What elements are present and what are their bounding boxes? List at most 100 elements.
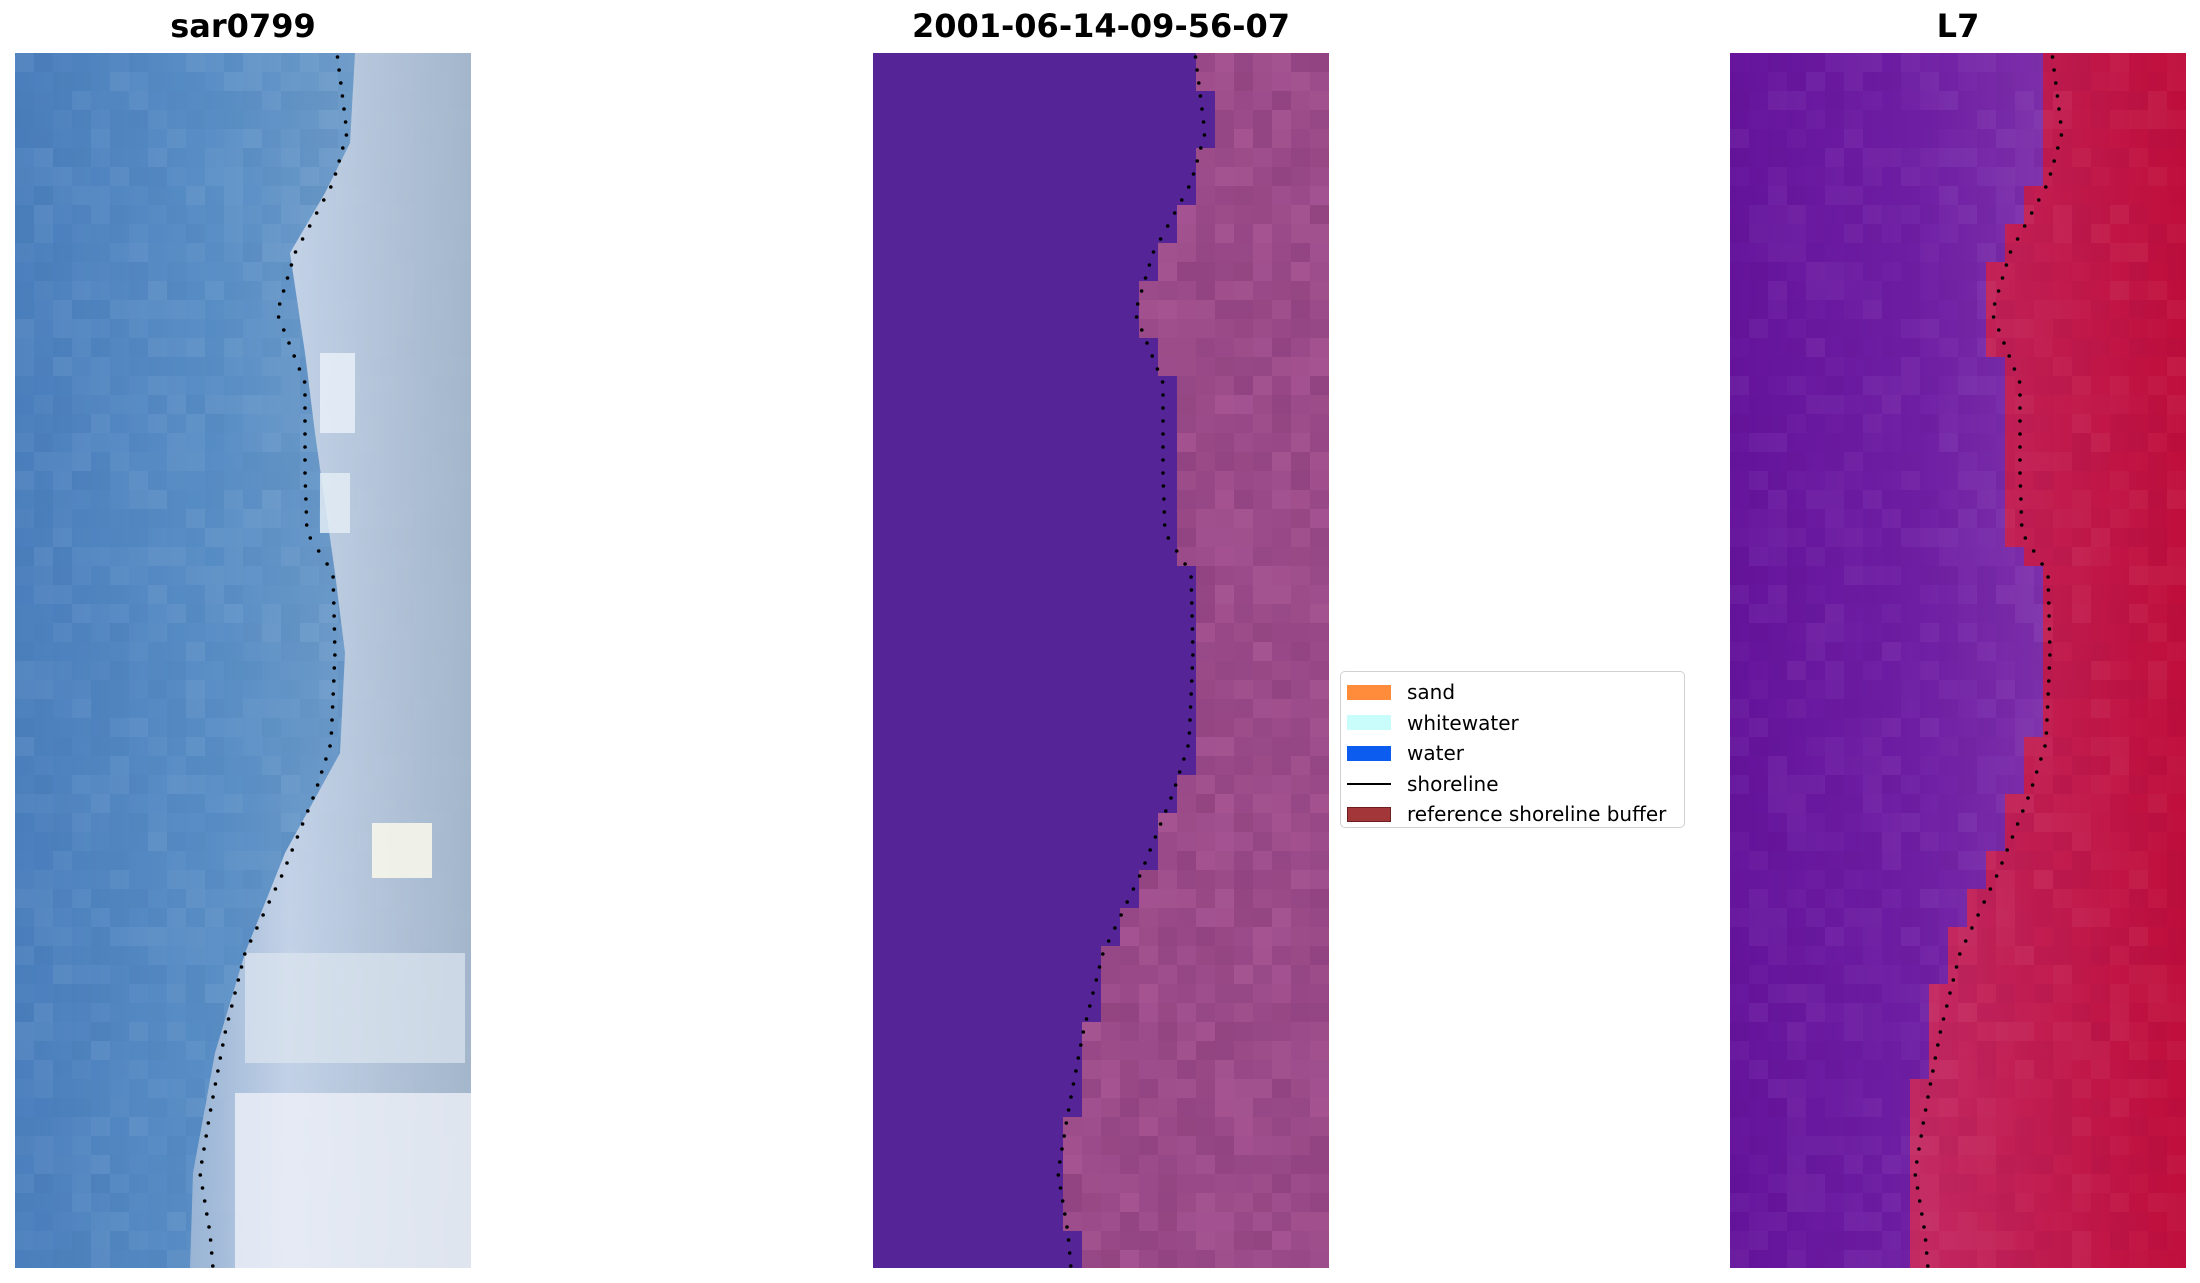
pixel-cell (53, 53, 72, 72)
pixel-cell (1272, 870, 1291, 889)
pixel-cell (2091, 281, 2110, 300)
pixel-cell (281, 661, 300, 680)
pixel-cell (186, 1079, 205, 1098)
pixel-cell (1768, 186, 1787, 205)
pixel-cell (1101, 1079, 1120, 1098)
pixel-cell (1825, 319, 1844, 338)
pixel-cell (1063, 1155, 1082, 1174)
pixel-cell (243, 205, 262, 224)
shoreline-point (273, 887, 278, 891)
pixel-cell (1787, 376, 1806, 395)
pixel-cell (1768, 281, 1787, 300)
pixel-cell (2053, 433, 2072, 452)
pixel-cell (1253, 1212, 1272, 1231)
pixel-cell (262, 718, 281, 737)
pixel-cell (1291, 129, 1310, 148)
pixel-cell (1291, 585, 1310, 604)
pixel-cell (1234, 452, 1253, 471)
pixel-cell (1310, 908, 1329, 927)
pixel-cell (1939, 813, 1958, 832)
pixel-cell (2110, 585, 2129, 604)
pixel-cell (1844, 281, 1863, 300)
pixel-cell (167, 775, 186, 794)
pixel-cell (2072, 395, 2091, 414)
pixel-cell (1939, 319, 1958, 338)
pixel-cell (1844, 908, 1863, 927)
pixel-cell (1730, 1098, 1749, 1117)
shoreline-point (2045, 705, 2050, 709)
pixel-cell (1787, 870, 1806, 889)
shoreline-point (1145, 341, 1149, 345)
pixel-cell (1787, 965, 1806, 984)
pixel-cell (2129, 1060, 2148, 1079)
pixel-cell (34, 395, 53, 414)
shoreline-point (1920, 1212, 1924, 1216)
pixel-cell (2110, 281, 2129, 300)
pixel-cell (243, 661, 262, 680)
pixel-cell (2148, 395, 2167, 414)
pixel-cell (1939, 1022, 1958, 1041)
pixel-cell (2110, 1117, 2129, 1136)
pixel-cell (91, 1250, 110, 1268)
shoreline-point (1131, 887, 1136, 891)
pixel-cell (1787, 528, 1806, 547)
pixel-cell (224, 452, 243, 471)
pixel-cell (110, 965, 129, 984)
pixel-cell (1139, 1003, 1158, 1022)
pixel-cell (1215, 1060, 1234, 1079)
pixel-cell (1939, 832, 1958, 851)
pixel-cell (262, 775, 281, 794)
pixel-cell (91, 908, 110, 927)
pixel-cell (2129, 889, 2148, 908)
pixel-cell (34, 1212, 53, 1231)
pixel-cell (1749, 243, 1768, 262)
pixel-cell (2015, 927, 2034, 946)
pixel-cell (1158, 813, 1177, 832)
pixel-cell (1901, 186, 1920, 205)
pixel-cell (2091, 1136, 2110, 1155)
pixel-cell (243, 813, 262, 832)
pixel-cell (1939, 528, 1958, 547)
pixel-cell (224, 775, 243, 794)
pixel-cell (281, 224, 300, 243)
pixel-cell (1253, 1231, 1272, 1250)
pixel-cell (1825, 1079, 1844, 1098)
pixel-cell (1996, 851, 2015, 870)
pixel-cell (1977, 1155, 1996, 1174)
pixel-cell (1882, 72, 1901, 91)
pixel-grid (1730, 53, 2186, 1268)
pixel-cell (243, 72, 262, 91)
pixel-cell (281, 91, 300, 110)
pixel-cell (1196, 680, 1215, 699)
pixel-cell (2129, 338, 2148, 357)
pixel-cell (1901, 148, 1920, 167)
pixel-cell (72, 1022, 91, 1041)
pixel-cell (1177, 908, 1196, 927)
pixel-cell (1177, 205, 1196, 224)
pixel-cell (1749, 357, 1768, 376)
pixel-cell (186, 395, 205, 414)
pixel-cell (1253, 718, 1272, 737)
pixel-cell (1310, 414, 1329, 433)
shoreline-point (2012, 367, 2017, 371)
pixel-cell (1787, 604, 1806, 623)
pixel-cell (1158, 1174, 1177, 1193)
pixel-cell (110, 1174, 129, 1193)
pixel-cell (1234, 585, 1253, 604)
pixel-cell (281, 395, 300, 414)
pixel-cell (2167, 205, 2186, 224)
pixel-cell (1901, 281, 1920, 300)
pixel-cell (53, 699, 72, 718)
pixel-cell (1215, 965, 1234, 984)
pixel-cell (2072, 205, 2091, 224)
pixel-cell (1234, 547, 1253, 566)
pixel-cell (2072, 775, 2091, 794)
pixel-cell (186, 623, 205, 642)
pixel-cell (1310, 205, 1329, 224)
pixel-cell (2053, 585, 2072, 604)
pixel-cell (110, 946, 129, 965)
pixel-cell (91, 395, 110, 414)
pixel-cell (1272, 1041, 1291, 1060)
pixel-cell (1730, 186, 1749, 205)
pixel-cell (72, 338, 91, 357)
